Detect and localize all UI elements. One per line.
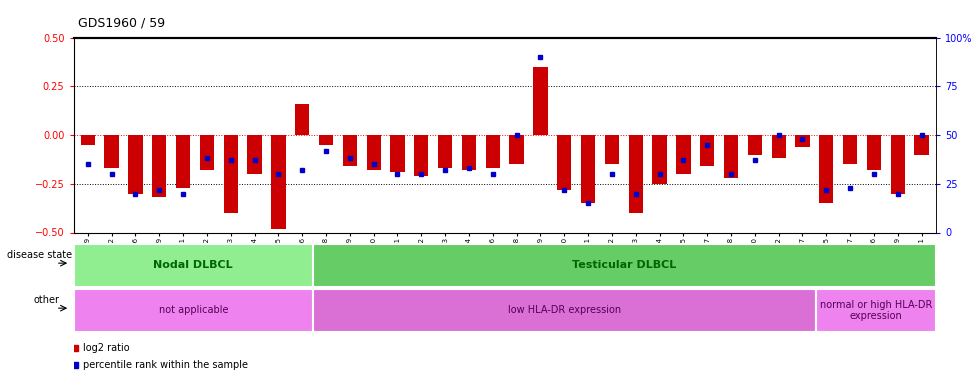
Bar: [533, 67, 548, 135]
Bar: [105, 135, 119, 168]
Bar: [438, 135, 453, 168]
Text: normal or high HLA-DR
expression: normal or high HLA-DR expression: [820, 300, 932, 321]
Text: log2 ratio: log2 ratio: [83, 343, 129, 352]
Bar: [581, 135, 595, 203]
Text: percentile rank within the sample: percentile rank within the sample: [83, 360, 248, 369]
Bar: [843, 135, 858, 164]
Bar: [295, 104, 310, 135]
Text: Testicular DLBCL: Testicular DLBCL: [572, 260, 676, 270]
Bar: [557, 135, 571, 190]
Text: Nodal DLBCL: Nodal DLBCL: [154, 260, 233, 270]
Bar: [343, 135, 357, 166]
Bar: [390, 135, 405, 172]
Bar: [74, 289, 313, 332]
Bar: [128, 135, 142, 194]
Bar: [700, 135, 714, 166]
Bar: [271, 135, 285, 229]
Bar: [819, 135, 833, 203]
Bar: [176, 135, 190, 188]
Bar: [628, 135, 643, 213]
Text: low HLA-DR expression: low HLA-DR expression: [508, 305, 621, 315]
Bar: [313, 244, 936, 287]
Text: other: other: [33, 294, 60, 304]
Text: disease state: disease state: [7, 249, 72, 259]
Bar: [914, 135, 929, 154]
Bar: [653, 135, 666, 184]
Bar: [247, 135, 262, 174]
Bar: [891, 135, 905, 194]
Bar: [867, 135, 881, 170]
Bar: [816, 289, 936, 332]
Bar: [676, 135, 691, 174]
Bar: [80, 135, 95, 145]
Bar: [605, 135, 619, 164]
Bar: [200, 135, 214, 170]
Bar: [313, 289, 816, 332]
Bar: [486, 135, 500, 168]
Bar: [318, 135, 333, 145]
Bar: [462, 135, 476, 170]
Bar: [74, 244, 313, 287]
Bar: [748, 135, 762, 154]
Bar: [510, 135, 523, 164]
Text: not applicable: not applicable: [159, 305, 228, 315]
Bar: [771, 135, 786, 158]
Text: GDS1960 / 59: GDS1960 / 59: [78, 17, 166, 30]
Bar: [223, 135, 238, 213]
Bar: [796, 135, 809, 147]
Bar: [415, 135, 428, 176]
Bar: [724, 135, 738, 178]
Bar: [367, 135, 381, 170]
Bar: [152, 135, 167, 197]
